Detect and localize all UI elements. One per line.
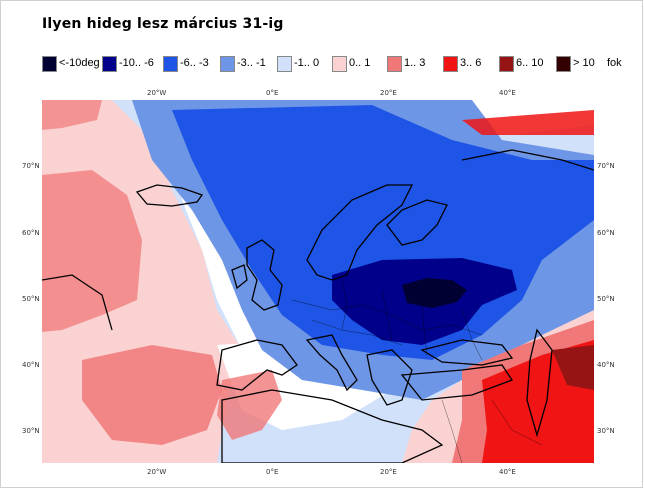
lat-tick-left: 30°N (22, 427, 40, 435)
anomaly-zone-arctic-3-6 (462, 110, 594, 135)
lon-tick-top: 0°E (266, 89, 279, 97)
lon-tick-top: 20°W (147, 89, 167, 97)
legend-swatch (556, 56, 571, 72)
lon-tick-bottom: 20°E (380, 468, 397, 476)
coastlines (42, 149, 594, 463)
legend-label: 6.. 10 (516, 57, 544, 69)
coastline-black-sea (420, 339, 514, 366)
lon-tick-top: 40°E (499, 89, 516, 97)
lat-tick-right: 50°N (597, 295, 615, 303)
border-line (421, 299, 428, 356)
legend-swatch (277, 56, 292, 72)
legend-swatch (163, 56, 178, 72)
map-title: Ilyen hideg lesz március 31-ig (42, 16, 284, 32)
anomaly-zone-below-minus10 (402, 278, 467, 308)
coastline-iceland (135, 184, 204, 207)
border-line (381, 289, 393, 341)
border-line (311, 319, 403, 346)
anomaly-zone-atlantic-1-3 (42, 170, 142, 332)
coastline-arctic-russia (461, 149, 594, 171)
legend-label: > 10 (573, 57, 595, 69)
border-line (461, 309, 483, 361)
legend-label: 1.. 3 (404, 57, 426, 69)
legend-swatch (102, 56, 117, 72)
legend-swatch (220, 56, 235, 72)
legend-label: <-10deg (59, 57, 100, 69)
coastline-iberia (216, 339, 298, 391)
coastline-great-britain (246, 239, 283, 311)
lon-tick-bottom: 0°E (266, 468, 279, 476)
coastline-italy (305, 334, 358, 392)
legend-label: -10.. -6 (119, 57, 154, 69)
lon-tick-top: 20°E (380, 89, 397, 97)
temperature-anomaly-map[interactable] (42, 100, 594, 463)
lat-tick-right: 30°N (597, 427, 615, 435)
coastline-ireland (231, 264, 248, 290)
lon-tick-bottom: 40°E (499, 468, 516, 476)
border-line (491, 399, 543, 446)
border-line (341, 279, 348, 331)
legend-label: -1.. 0 (294, 57, 320, 69)
map-canvas (42, 100, 594, 463)
coastline-balkans (366, 349, 413, 406)
coastline-finland (386, 199, 448, 246)
legend-label: 3.. 6 (460, 57, 482, 69)
legend-label: -6.. -3 (180, 57, 209, 69)
lat-tick-left: 40°N (22, 361, 40, 369)
lat-tick-right: 70°N (597, 162, 615, 170)
legend-label: 0.. 1 (349, 57, 371, 69)
legend-swatch (42, 56, 57, 72)
legend-swatch (443, 56, 458, 72)
coastline-caspian (526, 328, 553, 438)
legend-swatch (332, 56, 347, 72)
lat-tick-left: 60°N (22, 229, 40, 237)
legend-unit: fok (607, 57, 622, 69)
legend-swatch (499, 56, 514, 72)
coastline-north-africa (221, 389, 444, 463)
border-line (291, 299, 483, 336)
coastline-atlantic-contour (42, 274, 113, 331)
lat-tick-left: 70°N (22, 162, 40, 170)
border-line (441, 399, 463, 463)
legend-swatch (387, 56, 402, 72)
lon-tick-bottom: 20°W (147, 468, 167, 476)
country-borders (291, 279, 543, 463)
lat-tick-right: 40°N (597, 361, 615, 369)
legend-label: -3.. -1 (237, 57, 266, 69)
coastline-scandinavia (306, 184, 414, 281)
anomaly-zone-atlantic-1-3-south (82, 345, 222, 445)
lat-tick-right: 60°N (597, 229, 615, 237)
anomaly-zone-iberia-1-3 (217, 370, 282, 440)
coastline-turkey (400, 364, 513, 401)
lat-tick-left: 50°N (22, 295, 40, 303)
anomaly-zone-arctic-1-3 (42, 100, 102, 130)
anomaly-zone-southeast-6-10 (552, 345, 594, 390)
